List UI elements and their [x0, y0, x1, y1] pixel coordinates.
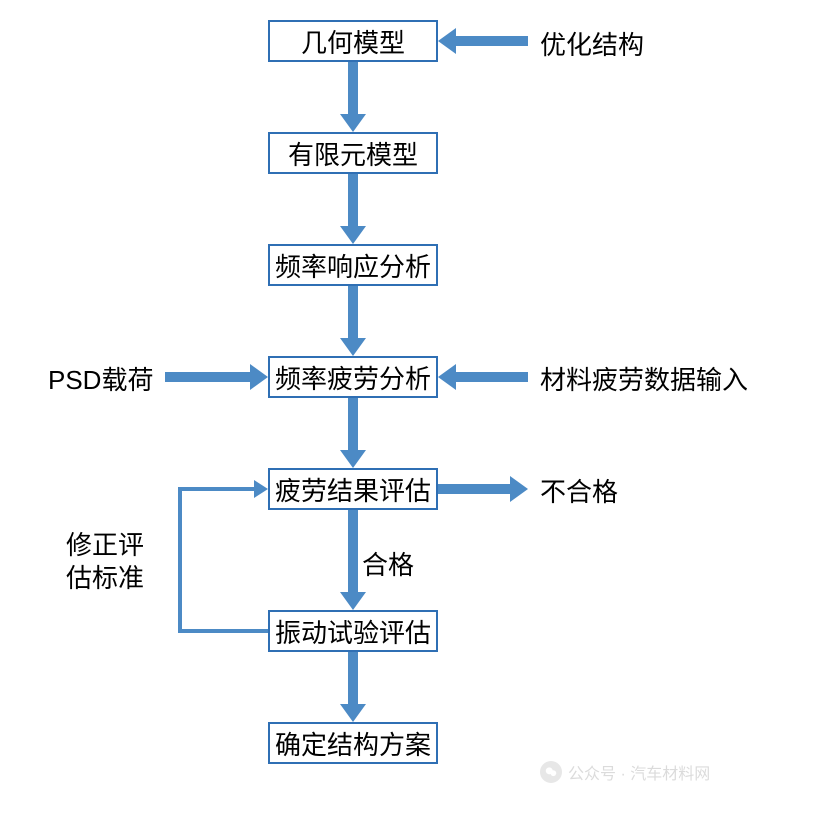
- arrow-down-2: [0, 0, 828, 814]
- arrow-down-4: [0, 0, 828, 814]
- arrow-down-1: [0, 0, 828, 814]
- feedback-path: [0, 0, 828, 814]
- flow-node-n5: 疲劳结果评估: [268, 468, 438, 510]
- flow-node-n7: 确定结构方案: [268, 722, 438, 764]
- flow-node-n4: 频率疲劳分析: [268, 356, 438, 398]
- label-opt: 优化结构: [540, 25, 644, 62]
- label-fail: 不合格: [540, 472, 618, 509]
- arrow-psd-in: [0, 0, 828, 814]
- arrow-mat-in: [0, 0, 828, 814]
- label-psd: PSD载荷: [48, 360, 153, 397]
- arrow-down-3: [0, 0, 828, 814]
- arrow-down-5: [0, 0, 828, 814]
- wechat-icon: [540, 761, 562, 783]
- label-fix1: 修正评: [66, 525, 144, 562]
- label-fix2: 估标准: [66, 558, 144, 595]
- arrow-down-6: [0, 0, 828, 814]
- label-mat: 材料疲劳数据输入: [540, 360, 748, 397]
- arrow-fail-out: [0, 0, 828, 814]
- flow-node-n3: 频率响应分析: [268, 244, 438, 286]
- flow-node-n6: 振动试验评估: [268, 610, 438, 652]
- flow-node-n1: 几何模型: [268, 20, 438, 62]
- arrow-opt-in: [0, 0, 828, 814]
- watermark: 公众号 · 汽车材料网: [540, 760, 710, 784]
- label-pass: 合格: [362, 545, 414, 582]
- flow-node-n2: 有限元模型: [268, 132, 438, 174]
- watermark-text: 公众号 · 汽车材料网: [568, 760, 710, 784]
